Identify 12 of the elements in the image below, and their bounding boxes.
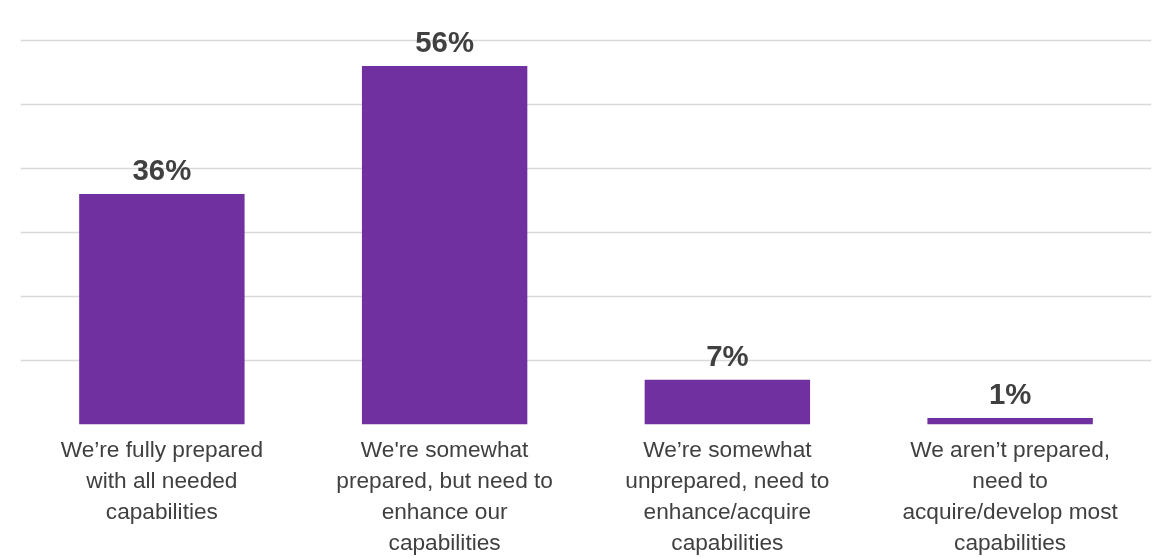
- data-label: 1%: [988, 377, 1032, 411]
- data-label: 36%: [132, 152, 192, 186]
- data-label: 7%: [706, 338, 749, 372]
- bar: [361, 65, 528, 425]
- bar: [644, 379, 811, 425]
- x-tick-label: We’re fully prepared with all needed capabilities: [60, 435, 264, 524]
- x-tick-label: We’re somewhat unprepared, need to enhance/acquire capabilities: [625, 435, 830, 556]
- data-label: 56%: [415, 24, 474, 58]
- bar: [927, 418, 1093, 425]
- bar: [79, 193, 245, 425]
- x-tick-label: We aren’t prepared, need to acquire/develop most capabilities: [902, 435, 1119, 556]
- x-tick-label: We're somewhat prepared, but need to enhance our capabilities: [336, 435, 553, 556]
